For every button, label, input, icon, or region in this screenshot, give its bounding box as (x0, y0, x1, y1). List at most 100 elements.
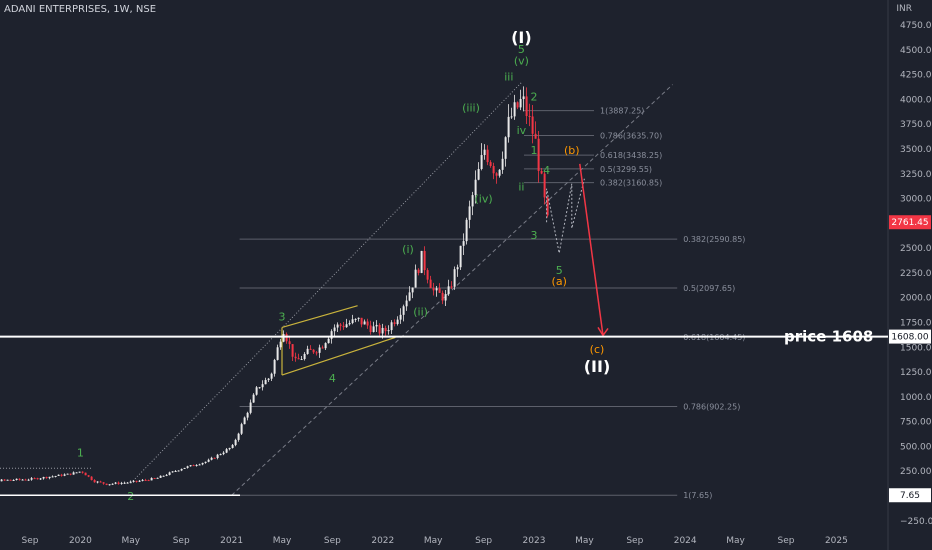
candle-body (501, 158, 504, 170)
candle-body (471, 195, 474, 207)
candle-body (153, 478, 156, 480)
y-tick-label: 2000.00 (900, 294, 932, 304)
candle-body (147, 480, 150, 482)
candle-body (411, 287, 414, 293)
candle-body (450, 286, 453, 288)
candle-body (402, 306, 405, 315)
candle-body (159, 475, 162, 478)
candle-body (132, 480, 135, 482)
candle-body (72, 472, 75, 475)
x-tick-label: Sep (626, 536, 643, 546)
y-tick-label: 1500.00 (900, 343, 932, 353)
candle-body (75, 472, 78, 474)
candle-body (168, 472, 171, 475)
fib-upper-label: 0.5(3299.55) (600, 165, 652, 174)
candle-body (483, 149, 486, 156)
candle-body (228, 447, 231, 450)
x-tick-label: Sep (173, 536, 190, 546)
candle-body (405, 300, 408, 307)
candle-body (120, 482, 123, 484)
price-note: price 1608 (784, 328, 873, 346)
fib-lower-label: 0.5(2097.65) (683, 284, 735, 293)
candle-body (213, 457, 216, 459)
candle-body (204, 461, 207, 463)
price-axis[interactable]: −250.00 250.00 500.00 750.00 1000.00 1250.00 1… (900, 21, 932, 527)
candle-body (345, 324, 348, 328)
candle-body (285, 334, 288, 342)
wave-label: 4 (329, 372, 336, 385)
candle-body (267, 378, 270, 381)
candle-body (9, 479, 12, 481)
wave-label: (iv) (475, 193, 493, 206)
candle-layer (0, 86, 549, 486)
x-tick-label: 2021 (220, 536, 243, 546)
candle-body (531, 116, 534, 134)
projection-layer (546, 163, 609, 337)
candle-body (240, 424, 243, 434)
wave-label: (b) (564, 144, 580, 157)
x-tick-label: Sep (475, 536, 492, 546)
wave-label: 1 (77, 446, 84, 459)
candle-body (63, 474, 66, 476)
candle-body (96, 481, 99, 483)
wave-label: (iii) (462, 101, 480, 114)
candle-body (60, 474, 63, 476)
candle-body (36, 478, 39, 480)
candle-body (291, 344, 294, 357)
candle-body (477, 168, 480, 180)
y-tick-label: 4250.00 (900, 71, 932, 81)
wave-label: (c) (590, 343, 605, 356)
candle-body (543, 173, 546, 198)
channel-lower (281, 336, 396, 376)
candle-body (225, 449, 228, 453)
candle-body (333, 327, 336, 332)
candle-body (276, 347, 279, 360)
wave-label: (v) (514, 55, 529, 68)
candle-body (294, 356, 297, 359)
candle-body (93, 480, 96, 483)
candle-body (195, 465, 198, 467)
candle-body (234, 439, 237, 446)
candle-body (432, 288, 435, 291)
candle-body (546, 197, 549, 216)
candle-body (27, 479, 30, 481)
candle-body (183, 467, 186, 469)
candle-body (492, 165, 495, 174)
candle-body (303, 353, 306, 360)
candle-body (30, 478, 33, 480)
candle-body (6, 479, 9, 481)
candle-body (216, 454, 219, 459)
wave-label: ii (518, 181, 524, 194)
candle-body (273, 359, 276, 374)
candle-body (426, 270, 429, 280)
candle-body (174, 471, 177, 473)
candle-body (114, 482, 117, 484)
wave-label: 4 (543, 164, 550, 177)
candle-body (360, 317, 363, 325)
wave-label-layer: 1234(i)(ii)(iii)(iv)iiiivii5(v)21345(a)(… (77, 28, 610, 503)
candle-body (165, 474, 168, 476)
candle-body (48, 476, 51, 479)
candle-body (306, 348, 309, 354)
candle-body (33, 478, 36, 480)
y-tick-label: 3000.00 (900, 195, 932, 205)
candle-body (156, 477, 159, 479)
dotted-trendline (130, 82, 522, 484)
candle-body (363, 321, 366, 325)
time-axis[interactable]: Sep 2020 May Sep 2021 May Sep 2022 May Sep 2023 May… (22, 536, 848, 546)
candle-body (237, 433, 240, 440)
candle-body (105, 483, 108, 485)
fib-upper-label: 0.382(3160.85) (600, 179, 662, 188)
candle-body (354, 318, 357, 320)
candle-body (192, 465, 195, 467)
x-tick-label: May (121, 536, 140, 546)
candle-body (489, 162, 492, 166)
candle-body (375, 324, 378, 327)
wave-label: (I) (511, 28, 532, 47)
candle-body (357, 317, 360, 319)
wave-label: iv (517, 124, 527, 137)
candle-body (141, 479, 144, 481)
wave-label: 2 (531, 90, 538, 103)
candle-body (348, 323, 351, 325)
